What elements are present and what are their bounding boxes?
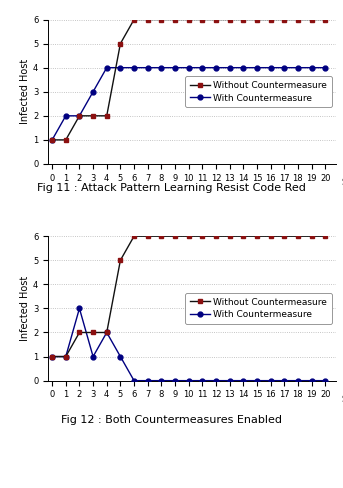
With Countermeasure [64, 354, 68, 360]
With Countermeasure [50, 354, 54, 360]
Without Countermeasure [173, 233, 177, 239]
Text: Sec: Sec [342, 178, 343, 187]
With Countermeasure [132, 378, 136, 384]
With Countermeasure [132, 65, 136, 71]
With Countermeasure [173, 378, 177, 384]
Without Countermeasure [50, 137, 54, 143]
With Countermeasure [64, 113, 68, 119]
Legend: Without Countermeasure, With Countermeasure: Without Countermeasure, With Countermeas… [185, 77, 332, 107]
Without Countermeasure [309, 17, 314, 22]
Without Countermeasure [282, 233, 286, 239]
Without Countermeasure [323, 233, 327, 239]
With Countermeasure [214, 65, 218, 71]
With Countermeasure [105, 65, 109, 71]
Without Countermeasure [78, 329, 82, 335]
With Countermeasure [200, 65, 204, 71]
Without Countermeasure [146, 233, 150, 239]
With Countermeasure [91, 354, 95, 360]
Without Countermeasure [91, 329, 95, 335]
Without Countermeasure [91, 113, 95, 119]
Without Countermeasure [173, 17, 177, 22]
With Countermeasure [118, 65, 122, 71]
Without Countermeasure [200, 233, 204, 239]
With Countermeasure [269, 378, 273, 384]
With Countermeasure [91, 89, 95, 95]
With Countermeasure [282, 65, 286, 71]
Without Countermeasure [214, 233, 218, 239]
With Countermeasure [255, 378, 259, 384]
With Countermeasure [200, 378, 204, 384]
With Countermeasure [146, 65, 150, 71]
With Countermeasure [227, 65, 232, 71]
Without Countermeasure [187, 17, 191, 22]
Text: Fig 12 : Both Countermeasures Enabled: Fig 12 : Both Countermeasures Enabled [61, 415, 282, 425]
With Countermeasure [214, 378, 218, 384]
Without Countermeasure [269, 233, 273, 239]
With Countermeasure [282, 378, 286, 384]
Without Countermeasure [227, 233, 232, 239]
With Countermeasure [309, 378, 314, 384]
With Countermeasure [323, 378, 327, 384]
With Countermeasure [105, 329, 109, 335]
With Countermeasure [118, 354, 122, 360]
Line: With Countermeasure: With Countermeasure [50, 65, 328, 142]
With Countermeasure [309, 65, 314, 71]
With Countermeasure [78, 305, 82, 311]
Without Countermeasure [282, 17, 286, 22]
Without Countermeasure [227, 17, 232, 22]
Y-axis label: Infected Host: Infected Host [20, 59, 30, 124]
Without Countermeasure [309, 233, 314, 239]
Without Countermeasure [214, 17, 218, 22]
Without Countermeasure [118, 257, 122, 263]
With Countermeasure [173, 65, 177, 71]
Line: Without Countermeasure: Without Countermeasure [50, 17, 328, 142]
Without Countermeasure [296, 233, 300, 239]
Without Countermeasure [132, 233, 136, 239]
Without Countermeasure [118, 41, 122, 46]
Without Countermeasure [50, 354, 54, 360]
With Countermeasure [269, 65, 273, 71]
With Countermeasure [323, 65, 327, 71]
With Countermeasure [296, 65, 300, 71]
Without Countermeasure [105, 113, 109, 119]
Without Countermeasure [132, 17, 136, 22]
Without Countermeasure [269, 17, 273, 22]
With Countermeasure [227, 378, 232, 384]
Without Countermeasure [64, 354, 68, 360]
With Countermeasure [159, 65, 163, 71]
With Countermeasure [159, 378, 163, 384]
With Countermeasure [241, 378, 245, 384]
With Countermeasure [296, 378, 300, 384]
With Countermeasure [50, 137, 54, 143]
Text: Sec: Sec [342, 394, 343, 404]
Without Countermeasure [241, 233, 245, 239]
Without Countermeasure [200, 17, 204, 22]
Line: With Countermeasure: With Countermeasure [50, 306, 328, 383]
Without Countermeasure [146, 17, 150, 22]
Text: Fig 11 : Attack Pattern Learning Resist Code Red: Fig 11 : Attack Pattern Learning Resist … [37, 183, 306, 193]
Without Countermeasure [255, 233, 259, 239]
Legend: Without Countermeasure, With Countermeasure: Without Countermeasure, With Countermeas… [185, 293, 332, 324]
Without Countermeasure [296, 17, 300, 22]
With Countermeasure [146, 378, 150, 384]
With Countermeasure [255, 65, 259, 71]
With Countermeasure [241, 65, 245, 71]
Without Countermeasure [64, 137, 68, 143]
Without Countermeasure [255, 17, 259, 22]
Without Countermeasure [323, 17, 327, 22]
Line: Without Countermeasure: Without Countermeasure [50, 234, 328, 359]
Y-axis label: Infected Host: Infected Host [20, 276, 30, 341]
Without Countermeasure [105, 329, 109, 335]
Without Countermeasure [159, 233, 163, 239]
Without Countermeasure [187, 233, 191, 239]
Without Countermeasure [241, 17, 245, 22]
With Countermeasure [187, 65, 191, 71]
Without Countermeasure [159, 17, 163, 22]
With Countermeasure [78, 113, 82, 119]
Without Countermeasure [78, 113, 82, 119]
With Countermeasure [187, 378, 191, 384]
